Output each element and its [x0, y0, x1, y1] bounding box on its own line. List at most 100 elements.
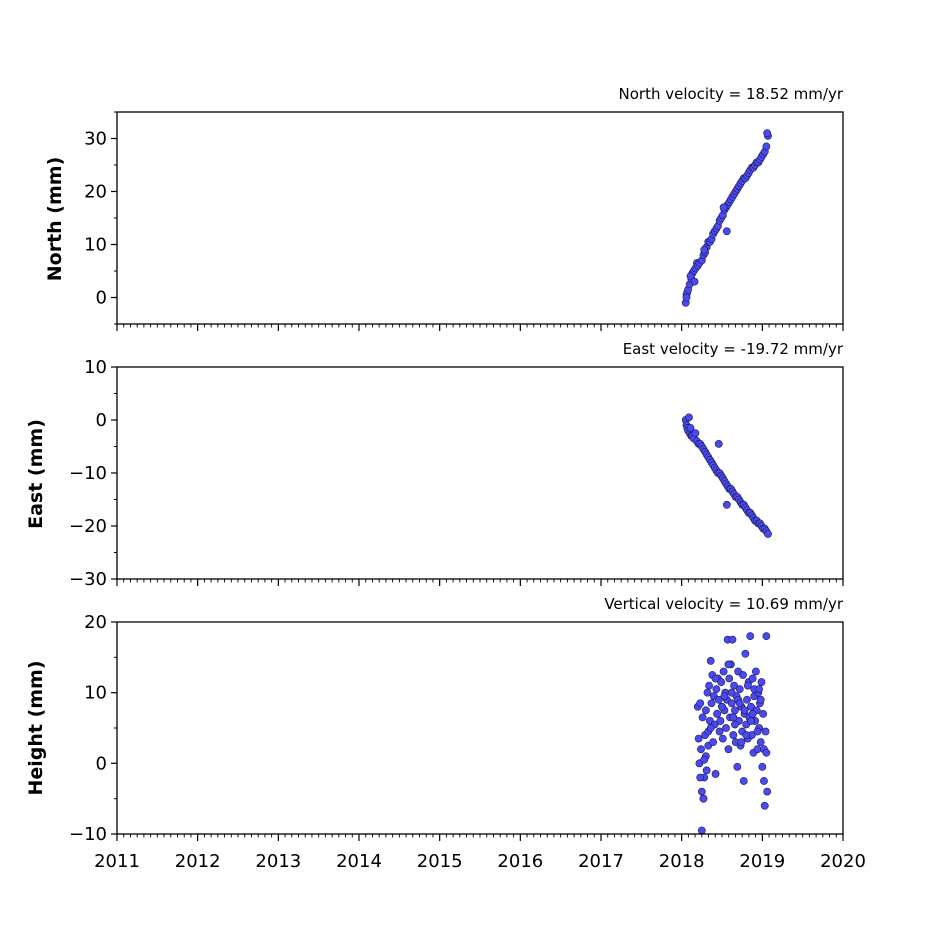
east-ylabel: East (mm) — [25, 419, 47, 529]
data-point — [715, 727, 724, 736]
data-point — [701, 706, 710, 715]
data-point — [713, 709, 722, 718]
data-point — [696, 699, 705, 708]
x-tick-label: 2018 — [659, 851, 705, 872]
data-point — [748, 674, 757, 683]
data-point — [760, 777, 768, 785]
data-point — [722, 724, 730, 732]
y-tick-label: 0 — [96, 410, 107, 431]
data-point — [730, 681, 738, 690]
y-tick-label: 0 — [96, 753, 107, 774]
data-point — [735, 699, 744, 708]
north-velocity-title: North velocity = 18.52 mm/yr — [619, 85, 844, 103]
data-point — [706, 724, 715, 732]
data-point — [743, 695, 751, 704]
data-point — [751, 667, 760, 676]
data-point — [714, 439, 723, 448]
data-point — [724, 745, 733, 754]
data-point — [722, 227, 731, 236]
data-point — [759, 709, 768, 718]
data-point — [719, 203, 728, 212]
data-point — [698, 713, 707, 722]
x-tick-label: 2013 — [255, 851, 301, 872]
data-point — [760, 801, 769, 810]
east-panel: East velocity = -19.72 mm/yr East (mm) −… — [25, 340, 844, 590]
y-tick-label: 10 — [84, 235, 107, 256]
x-tick-label: 2015 — [417, 851, 463, 872]
data-point — [743, 681, 752, 690]
data-point — [724, 660, 733, 669]
data-point — [718, 702, 726, 711]
height-ylabel: Height (mm) — [25, 660, 47, 795]
data-point — [722, 500, 731, 509]
data-point — [716, 717, 725, 725]
height-ticks: −10 0 10 20 2011 2012 2013 2014 2015 2016 2017 2018… — [69, 612, 866, 872]
data-point — [682, 293, 691, 302]
data-point — [714, 695, 723, 704]
y-tick-label: −30 — [69, 569, 107, 590]
data-point — [691, 429, 700, 438]
data-point — [690, 277, 699, 286]
height-plot-frame — [116, 621, 844, 835]
data-point — [733, 762, 742, 771]
data-point — [758, 762, 767, 771]
data-point — [737, 738, 746, 747]
x-tick-label: 2019 — [739, 851, 785, 872]
y-tick-label: 0 — [96, 288, 107, 309]
data-point — [706, 656, 715, 665]
data-point — [707, 699, 716, 708]
y-tick-label: 20 — [84, 612, 107, 633]
north-ticks: 0 10 20 30 — [84, 111, 844, 331]
x-tick-label: 2017 — [578, 851, 624, 872]
data-point — [718, 734, 727, 743]
x-tick-label: 2020 — [820, 851, 866, 872]
north-points — [681, 129, 772, 307]
data-point — [697, 826, 706, 835]
data-point — [712, 685, 721, 694]
data-point — [720, 692, 729, 701]
x-tick-label: 2012 — [175, 851, 221, 872]
data-point — [696, 773, 705, 782]
data-point — [699, 794, 708, 803]
east-ticks: −30 −20 −10 0 10 — [69, 357, 844, 590]
data-point — [709, 738, 718, 747]
data-point — [746, 632, 755, 641]
data-point — [753, 727, 762, 736]
east-plot-frame — [116, 366, 844, 580]
data-point — [762, 142, 771, 151]
y-tick-label: −10 — [69, 463, 107, 484]
data-point — [755, 685, 764, 694]
data-point — [711, 770, 720, 778]
data-point — [762, 632, 771, 641]
north-plot-frame — [116, 111, 844, 325]
data-point — [700, 755, 709, 764]
data-point — [717, 678, 726, 686]
y-tick-label: 10 — [84, 357, 107, 378]
x-tick-label: 2014 — [336, 851, 382, 872]
data-point — [761, 727, 770, 736]
data-point — [686, 272, 695, 281]
data-point — [735, 685, 744, 694]
data-point — [702, 766, 711, 775]
data-point — [694, 734, 703, 743]
height-points — [693, 632, 772, 835]
data-point — [719, 667, 728, 676]
data-point — [757, 678, 766, 686]
north-ylabel: North (mm) — [44, 157, 66, 282]
data-point — [725, 674, 734, 683]
north-panel: North velocity = 18.52 mm/yr North (mm) … — [44, 85, 844, 331]
y-tick-label: −20 — [69, 516, 107, 537]
height-panel: Vertical velocity = 10.69 mm/yr Height (… — [25, 595, 866, 872]
data-point — [763, 787, 772, 796]
data-point — [727, 688, 736, 697]
east-points — [681, 413, 772, 538]
data-point — [753, 745, 762, 754]
data-point — [731, 720, 739, 729]
x-tick-label: 2011 — [94, 851, 140, 872]
data-point — [685, 413, 693, 422]
data-point — [742, 731, 751, 739]
data-point — [711, 674, 720, 683]
data-point — [762, 748, 771, 757]
data-point — [705, 681, 713, 690]
data-point — [727, 699, 736, 708]
